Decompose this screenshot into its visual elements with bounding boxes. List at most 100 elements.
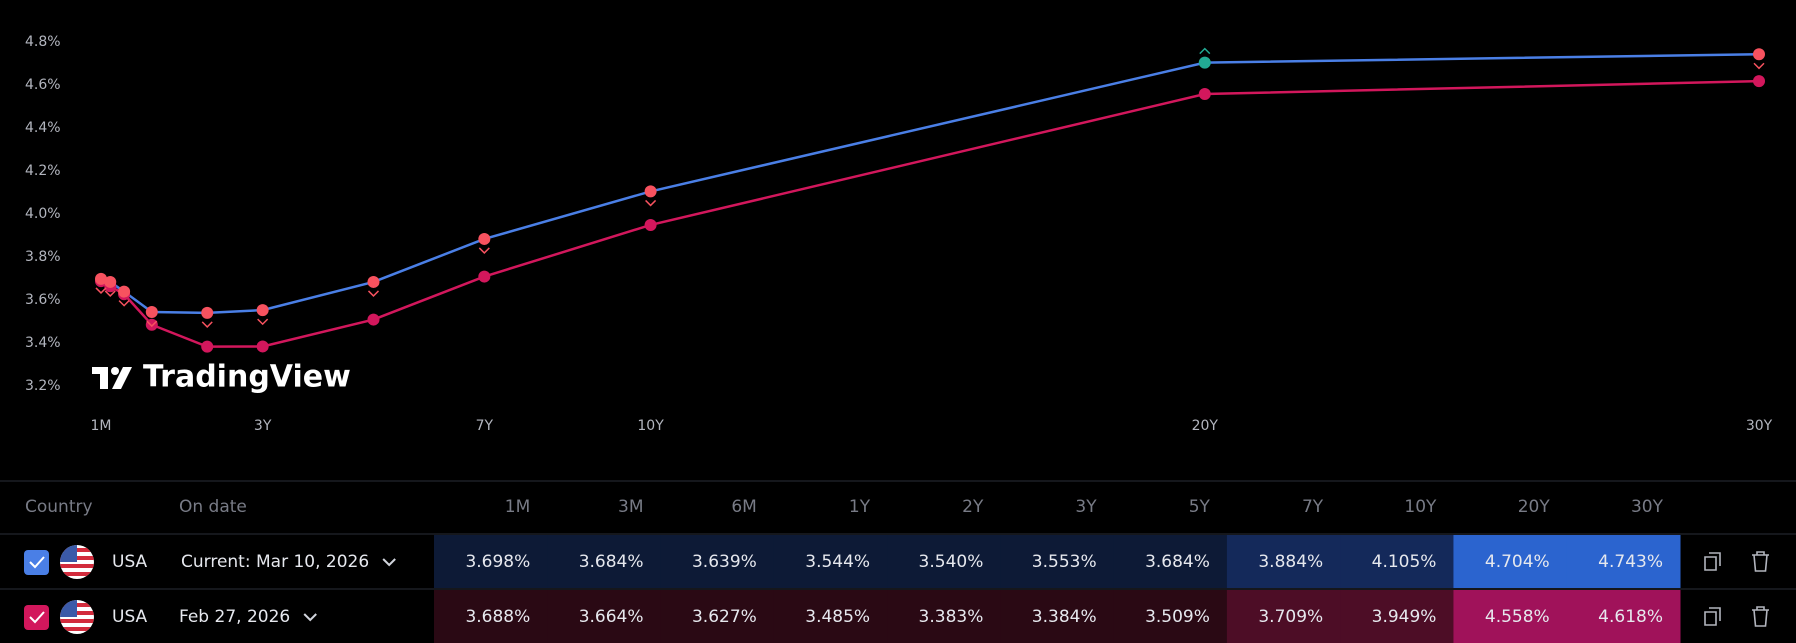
column-header: 6M: [731, 497, 756, 517]
change-chevron: [367, 290, 380, 298]
country: USA: [112, 607, 148, 627]
data-point: [367, 275, 380, 288]
value-cell: [1226, 590, 1341, 643]
column-header: 10Y: [1404, 497, 1437, 517]
delete-button[interactable]: [1752, 551, 1769, 572]
value-label: 4.105%: [1372, 552, 1437, 572]
column-header: Country: [25, 497, 93, 517]
column-header: 1M: [505, 497, 530, 517]
value-cell: [434, 590, 548, 643]
value-label: 3.627%: [692, 607, 757, 627]
data-point: [644, 185, 657, 198]
data-point: [118, 285, 131, 298]
column-header: On date: [179, 497, 247, 517]
value-label: 3.384%: [1032, 607, 1097, 627]
data-point: [1753, 48, 1765, 61]
value-label: 3.485%: [805, 607, 870, 627]
checkmark: [29, 556, 45, 569]
value-cell: [660, 535, 775, 588]
value-cell: [1566, 535, 1681, 588]
data-point: [1198, 56, 1211, 69]
value-cell: [547, 590, 662, 643]
value-label: 3.383%: [919, 607, 984, 627]
column-header: 3Y: [1075, 497, 1097, 517]
value-cell: [1000, 535, 1115, 588]
value-cell: [1566, 590, 1681, 643]
value-cell: [887, 590, 1001, 643]
change-chevron: [257, 318, 269, 326]
change-chevron: [146, 320, 158, 328]
value-label: 3.688%: [465, 607, 530, 627]
date-selector[interactable]: Current: Mar 10, 2026: [181, 552, 369, 572]
change-chevron: [478, 247, 490, 255]
column-header: 3M: [618, 497, 643, 517]
country: USA: [112, 552, 148, 572]
value-cell: [547, 535, 662, 588]
value-cell: [434, 535, 548, 588]
value-cell: [1113, 535, 1228, 588]
data-point: [201, 306, 214, 319]
data-point: [1753, 75, 1765, 88]
change-chevron: [1199, 47, 1211, 55]
y-tick-label: 4.0%: [25, 206, 61, 222]
data-point: [145, 306, 158, 319]
x-tick-label: 10Y: [637, 418, 664, 434]
y-tick-label: 4.4%: [25, 120, 61, 136]
column-header: 1Y: [849, 497, 871, 517]
copy-button[interactable]: [1704, 552, 1721, 571]
country-flag: [60, 600, 94, 634]
copy-button[interactable]: [1704, 607, 1721, 626]
change-chevron: [645, 199, 657, 207]
value-cell: [1340, 590, 1454, 643]
column-header: 30Y: [1631, 497, 1664, 517]
x-tick-label: 1M: [91, 418, 112, 434]
change-chevron: [1753, 62, 1765, 70]
value-label: 3.553%: [1032, 552, 1097, 572]
country-flag: [60, 545, 94, 579]
value-label: 3.684%: [1145, 552, 1210, 572]
value-cell: [1453, 590, 1568, 643]
value-label: 3.709%: [1258, 607, 1323, 627]
value-label: 3.639%: [692, 552, 757, 572]
value-label: 3.540%: [919, 552, 984, 572]
change-chevron: [118, 300, 130, 307]
column-header: 20Y: [1518, 497, 1551, 517]
checkbox[interactable]: [24, 550, 49, 575]
data-point: [256, 304, 269, 317]
value-cell: [887, 535, 1001, 588]
value-label: 3.884%: [1258, 552, 1323, 572]
data-point: [145, 318, 158, 331]
value-cell: [1000, 590, 1115, 643]
x-tick-label: 20Y: [1192, 418, 1219, 434]
data-point: [256, 340, 269, 353]
dropdown-chevron: [382, 558, 396, 567]
value-label: 3.949%: [1372, 607, 1437, 627]
value-label: 4.618%: [1598, 607, 1663, 627]
date-selector[interactable]: Feb 27, 2026: [179, 607, 290, 627]
value-cell: [1226, 535, 1341, 588]
value-label: 3.684%: [579, 552, 644, 572]
data-point: [201, 340, 214, 353]
delete-button[interactable]: [1752, 606, 1769, 627]
value-cell: [773, 535, 888, 588]
checkmark: [29, 611, 45, 624]
change-chevron: [95, 287, 107, 294]
value-cell: [1113, 590, 1228, 643]
watermark-logo: [92, 367, 132, 389]
y-tick-label: 3.8%: [25, 249, 61, 265]
change-chevron: [104, 290, 116, 298]
y-tick-label: 4.6%: [25, 77, 61, 93]
data-point: [1198, 88, 1211, 101]
column-header: 7Y: [1302, 497, 1324, 517]
value-cell: [1340, 535, 1454, 588]
y-tick-label: 4.2%: [25, 163, 61, 179]
y-tick-label: 3.2%: [25, 378, 61, 394]
value-label: 3.664%: [579, 607, 644, 627]
data-point: [478, 232, 491, 245]
value-cell: [1453, 535, 1568, 588]
value-label: 4.704%: [1485, 552, 1550, 572]
checkbox[interactable]: [24, 605, 49, 630]
value-cell: [773, 590, 888, 643]
value-label: 3.698%: [465, 552, 530, 572]
